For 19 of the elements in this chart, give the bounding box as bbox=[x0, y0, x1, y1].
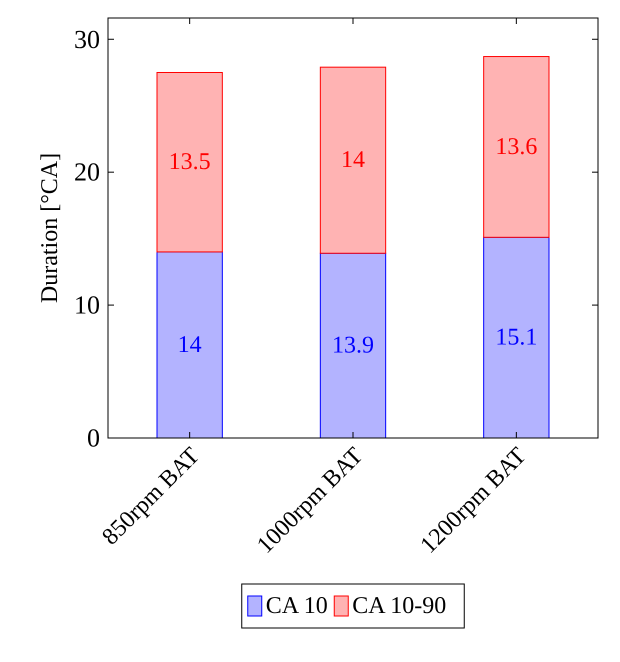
y-tick-label: 20 bbox=[74, 158, 100, 187]
bar bbox=[320, 66, 386, 254]
y-axis-title: Duration [°CA] bbox=[37, 152, 63, 304]
data-label: 14 bbox=[178, 332, 202, 358]
legend-label: CA 10-90 bbox=[352, 593, 446, 619]
data-label: 13.6 bbox=[495, 134, 538, 160]
bar bbox=[483, 236, 550, 438]
bar bbox=[156, 251, 223, 438]
y-tick-label: 10 bbox=[74, 290, 100, 320]
data-label: 15.1 bbox=[495, 324, 538, 351]
y-tick-label: 30 bbox=[74, 24, 100, 54]
legend-label: CA 10 bbox=[266, 593, 328, 619]
bar bbox=[483, 56, 550, 238]
y-tick-label: 0 bbox=[87, 424, 100, 452]
data-label: 13.5 bbox=[168, 149, 211, 176]
bar bbox=[156, 72, 223, 252]
data-label: 13.9 bbox=[332, 332, 374, 359]
data-label: 14 bbox=[341, 147, 365, 174]
bar bbox=[320, 252, 386, 438]
